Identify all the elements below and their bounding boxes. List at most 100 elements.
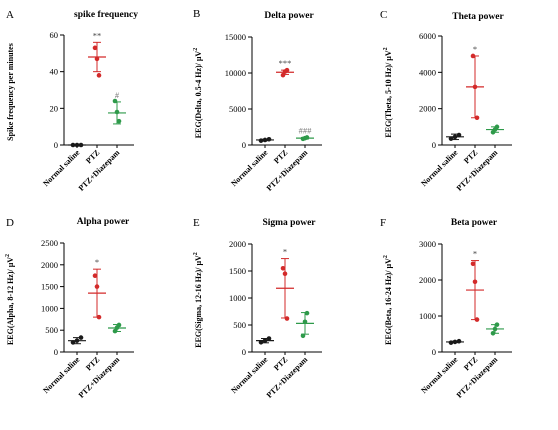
y-tick-label: 1000	[419, 311, 436, 321]
y-tick-label: 0	[242, 347, 246, 357]
data-point	[116, 118, 122, 124]
panel-d: D Alpha power 0 500 1000 1500 2000 2500 EEG(Alph…	[5, 217, 134, 400]
category-label: PTZ	[84, 355, 101, 372]
panel-letter: B	[193, 8, 200, 20]
y-axis-label: Spike frequency per minutes	[6, 43, 15, 141]
y-axis-label-text: EEG(Beta, 16-24 Hz)/ μV	[384, 258, 393, 345]
chart-title: Sigma power	[262, 218, 316, 228]
data-point	[74, 142, 80, 148]
y-axis-label-text: EEG(Theta, 5-10 Hz)/ μV	[384, 50, 393, 137]
data-point	[448, 340, 454, 345]
data-point	[284, 316, 290, 321]
data-point	[280, 72, 286, 78]
y-tick-label: 6000	[419, 31, 436, 41]
y-axis-label: EEG(Alpha, 8-12 Hz)/ μV2	[5, 254, 15, 345]
significance-label: ###	[299, 125, 313, 135]
significance-label: *	[473, 44, 477, 54]
chart-title: Alpha power	[77, 217, 130, 227]
data-point	[94, 284, 100, 289]
category-label: Normal saline	[419, 148, 459, 188]
data-point	[472, 279, 478, 285]
data-point	[492, 326, 498, 332]
y-tick-label: 15000	[225, 32, 246, 42]
panel-f: F Beta power 0 1000 2000 3000 EEG(Beta, 16-24 …	[380, 217, 512, 400]
data-point	[258, 138, 264, 143]
category-label: Normal saline	[41, 148, 81, 188]
chart-title: Theta power	[452, 12, 504, 22]
data-point	[474, 317, 480, 322]
data-point	[304, 310, 310, 316]
y-axis-label: EEG(Delta, 0.5-4 Hz)/ μV2	[193, 48, 203, 138]
y-axis-label-text: EEG(Delta, 0.5-4 Hz)/ μV	[194, 51, 203, 139]
y-axis-label: EEG(Theta, 5-10 Hz)/ μV2	[383, 47, 393, 137]
panel-letter: C	[380, 9, 387, 21]
chart-title: Beta power	[451, 218, 498, 228]
y-axis-label-text: EEG(Alpha, 8-12 Hz)/ μV	[6, 257, 15, 345]
panel-letter: D	[6, 217, 14, 229]
y-axis-label-superscript: 2	[5, 254, 11, 257]
data-point	[456, 132, 462, 138]
chart-title: Delta power	[264, 11, 314, 21]
y-tick-label: 0	[242, 140, 246, 150]
panel-letter: F	[380, 217, 386, 229]
category-label: PTZ	[84, 148, 101, 165]
y-tick-label: 1000	[41, 303, 58, 313]
category-label: Normal saline	[419, 355, 459, 395]
category-label: PTZ	[272, 355, 289, 372]
data-point	[96, 314, 102, 320]
significance-label: #	[115, 90, 120, 100]
data-point	[494, 322, 500, 327]
data-point	[262, 338, 268, 343]
y-axis-label-superscript: 2	[383, 47, 389, 50]
y-tick-label: 20	[50, 103, 59, 113]
data-point	[266, 136, 272, 142]
y-tick-label: 5000	[229, 104, 246, 114]
category-label: PTZ	[462, 355, 479, 372]
y-tick-label: 4000	[419, 67, 436, 77]
data-point	[92, 273, 98, 279]
y-tick-label: 1000	[229, 293, 246, 303]
data-point	[284, 67, 290, 73]
data-point	[78, 335, 84, 340]
y-tick-label: 60	[50, 30, 59, 40]
category-label: Normal saline	[41, 355, 81, 395]
panel-e: E Sigma power 0 500 1000 1500 2000 EEG(Sigma, 1…	[193, 217, 322, 400]
data-point	[70, 142, 76, 148]
data-point	[78, 142, 84, 148]
y-tick-label: 1500	[229, 266, 246, 276]
panel-letter: E	[193, 217, 200, 229]
data-point	[472, 84, 478, 90]
data-point	[452, 134, 458, 140]
data-point	[300, 333, 306, 339]
panel-b: B Delta power 0 5000 10000 15000 EEG(Delta, 0.…	[193, 8, 322, 193]
category-label: PTZ	[462, 148, 479, 165]
panel-c: C Theta power 0 2000 4000 6000 EEG(Theta, 5-10…	[380, 9, 512, 193]
data-point	[490, 330, 496, 336]
data-point	[452, 339, 458, 345]
y-axis-label-superscript: 2	[193, 48, 199, 51]
significance-label: **	[93, 30, 102, 40]
data-point	[112, 98, 118, 104]
data-point	[116, 322, 122, 328]
panel-letter: A	[6, 9, 14, 21]
y-tick-label: 2000	[419, 104, 436, 114]
y-axis-label-superscript: 2	[193, 252, 199, 255]
category-label: Normal saline	[229, 355, 269, 395]
data-point	[70, 340, 76, 345]
data-point	[448, 136, 454, 141]
data-point	[494, 124, 500, 130]
data-point	[456, 338, 462, 344]
chart-title: spike frequency	[74, 10, 138, 20]
y-tick-label: 1500	[41, 282, 58, 292]
data-point	[262, 137, 268, 143]
data-point	[470, 261, 476, 267]
y-axis-label-text: Spike frequency per minutes	[6, 43, 15, 141]
y-tick-label: 500	[233, 320, 246, 330]
data-point	[474, 115, 480, 121]
data-point	[470, 53, 476, 59]
data-point	[258, 339, 264, 345]
y-tick-label: 2000	[41, 260, 58, 270]
y-tick-label: 2000	[419, 275, 436, 285]
